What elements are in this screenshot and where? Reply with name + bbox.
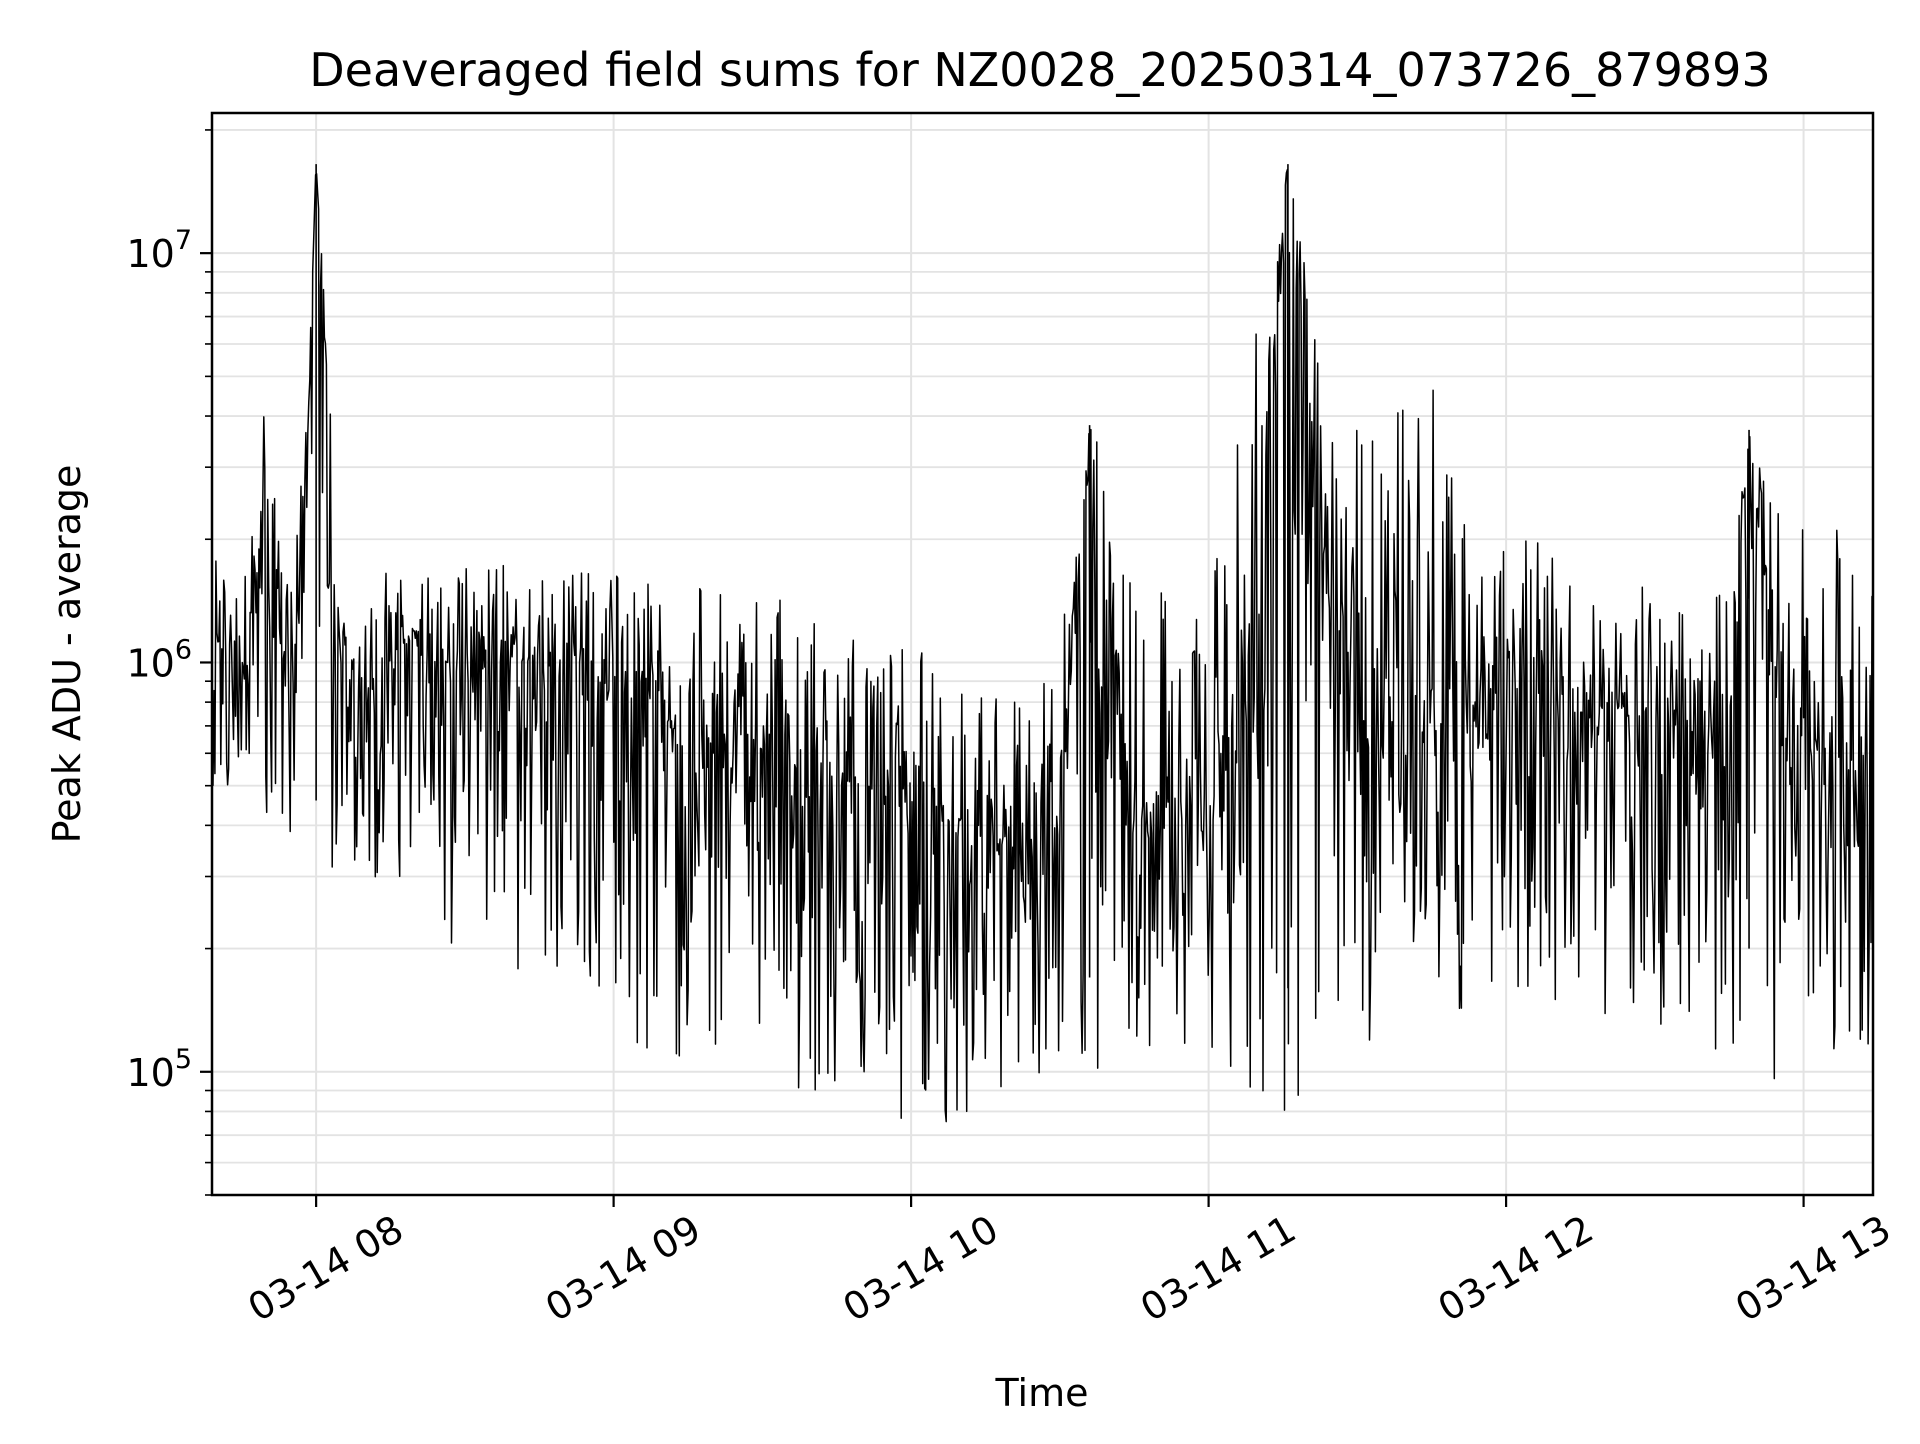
x-tick-label: 03-14 13	[1728, 1207, 1898, 1331]
y-tick-label: 107	[126, 225, 192, 276]
y-tick-label-exponent: 7	[175, 225, 192, 256]
y-tick-label-base: 10	[126, 232, 174, 276]
y-tick-label-base: 10	[126, 641, 174, 685]
y-tick-label: 106	[126, 634, 192, 685]
x-tick-label: 03-14 10	[836, 1207, 1006, 1331]
x-tick-label: 03-14 12	[1431, 1207, 1601, 1331]
chart-title: Deaveraged field sums for NZ0028_2025031…	[309, 43, 1770, 97]
x-tick-label: 03-14 09	[538, 1207, 708, 1331]
x-axis-label: Time	[995, 1371, 1089, 1415]
series-line	[211, 168, 1874, 1123]
y-tick-label: 105	[126, 1044, 192, 1095]
x-tick-label: 03-14 08	[241, 1207, 411, 1331]
y-tick-label-base: 10	[126, 1051, 174, 1095]
y-tick-label-exponent: 6	[175, 634, 192, 665]
y-tick-label-exponent: 5	[175, 1044, 192, 1075]
y-axis-label: Peak ADU - average	[45, 465, 89, 844]
plot-area-frame	[210, 111, 1875, 1197]
x-tick-label: 03-14 11	[1133, 1207, 1303, 1331]
series-layer	[211, 164, 1874, 1123]
grid-layer	[212, 113, 1873, 1196]
